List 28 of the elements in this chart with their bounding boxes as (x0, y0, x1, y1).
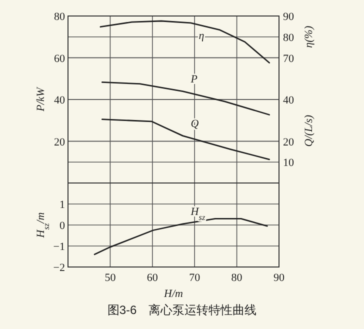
x-axis-title: H/m (163, 288, 184, 300)
y-tick-label: 80 (54, 11, 66, 23)
y2-tick-label: 90 (283, 11, 294, 23)
line-series (94, 218, 268, 256)
line-series (100, 20, 270, 64)
y-tick-label: 20 (54, 136, 66, 148)
y-axis-title: P/kW (35, 86, 47, 112)
y2-axis-title: η(%) (303, 26, 315, 48)
y3-tick-label: 20 (283, 136, 294, 148)
caption: 图3-6 离心泵运转特性曲线 (107, 303, 257, 317)
y-tick-label: −1 (53, 241, 65, 253)
y-tick-label: 0 (60, 220, 66, 232)
line-series (101, 118, 270, 160)
y2-tick-label: 80 (283, 32, 294, 44)
x-tick-label: 80 (231, 272, 243, 284)
x-tick-label: 50 (104, 272, 116, 284)
y-tick-label: 60 (54, 52, 66, 65)
y3-tick-label: 40 (283, 94, 294, 106)
y-tick-label: 40 (54, 94, 66, 106)
y3-axis-title: Q/(L/s) (303, 114, 315, 147)
x-tick-label: 70 (189, 272, 201, 284)
y3-tick-label: 10 (283, 157, 294, 170)
y2-tick-label: 70 (283, 52, 294, 65)
y-tick-label: −2 (53, 262, 65, 274)
x-tick-label: 60 (146, 272, 158, 284)
x-tick-label: 90 (274, 272, 285, 284)
line-series (101, 81, 270, 116)
y-tick-label: 1 (60, 199, 65, 211)
